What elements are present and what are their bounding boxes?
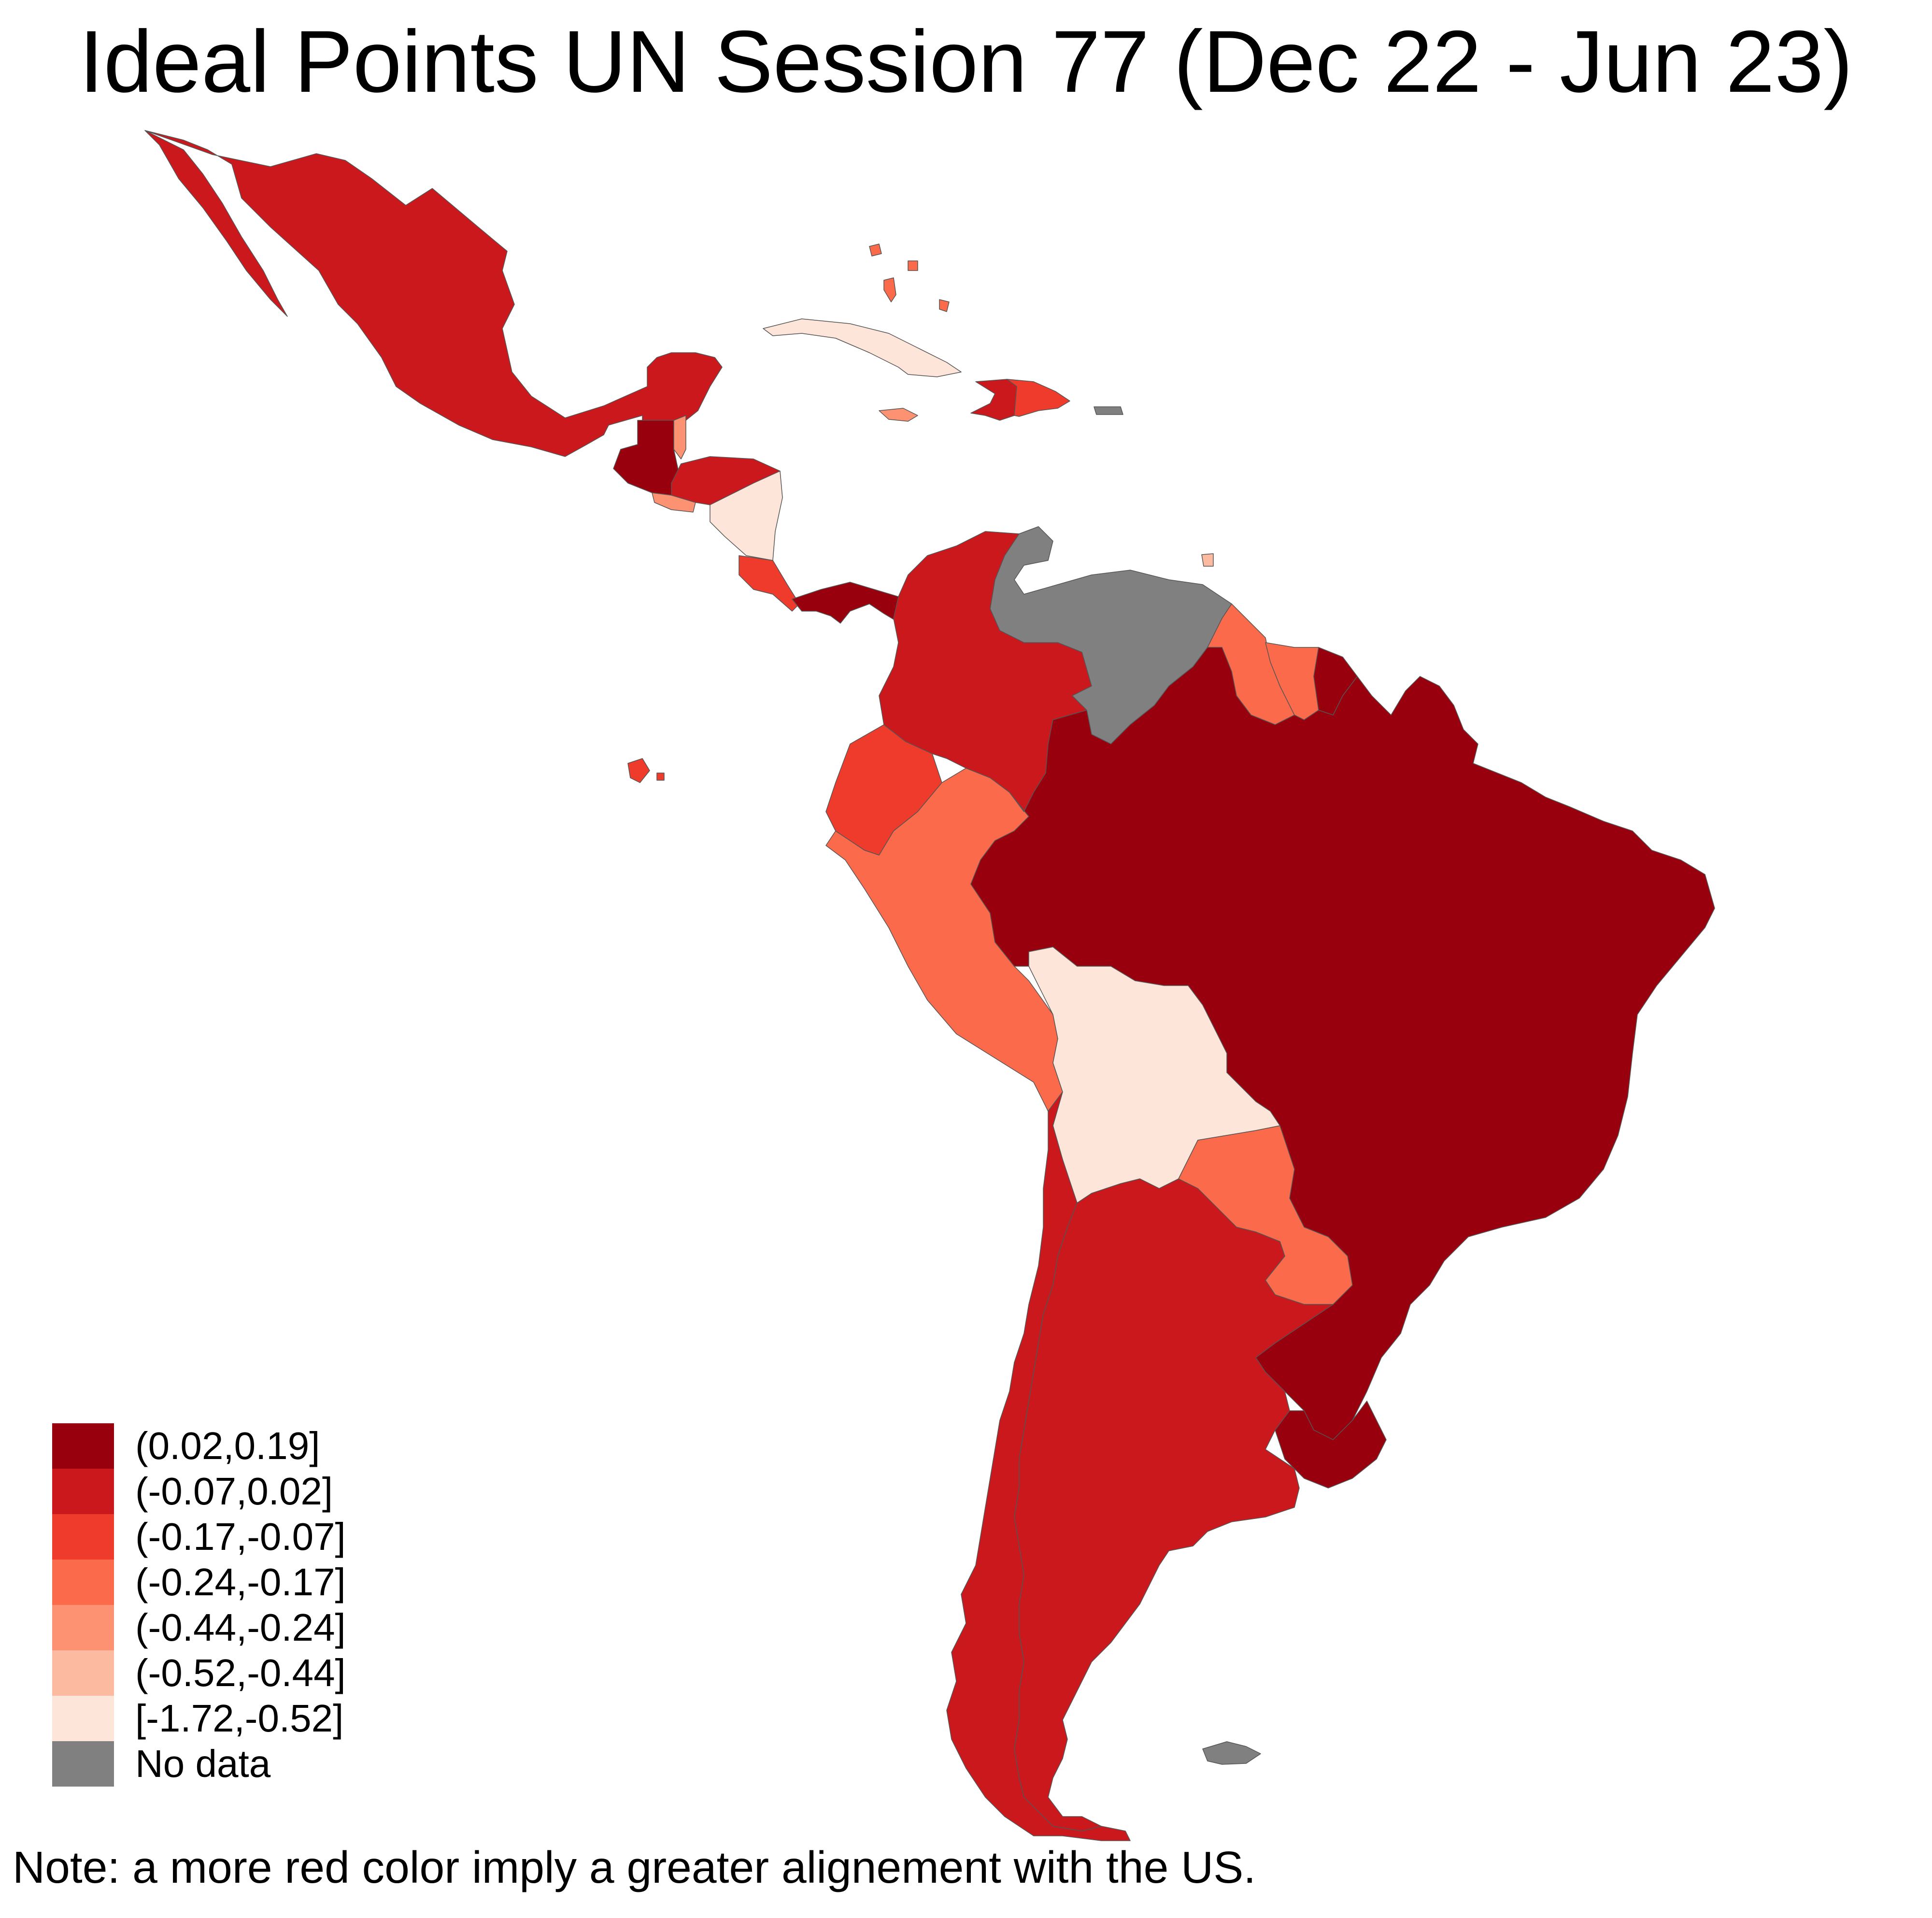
country-chile [946, 1091, 1131, 1841]
country-costa-rica [739, 555, 800, 612]
country-panama [792, 582, 906, 624]
country-falkland-islands [1202, 1741, 1261, 1765]
country-jamaica [879, 408, 918, 422]
country-belize [673, 415, 686, 459]
legend-swatch [52, 1423, 114, 1469]
legend-swatch [52, 1650, 114, 1696]
legend-label: [-1.72,-0.52] [135, 1697, 344, 1740]
legend-swatch [52, 1469, 114, 1514]
country-guatemala [613, 420, 682, 496]
legend-label: No data [135, 1742, 271, 1785]
legend-swatch [52, 1741, 114, 1787]
country-ecuador-galapagos [627, 758, 665, 783]
country-haiti [970, 379, 1017, 421]
legend-swatch [52, 1605, 114, 1650]
legend-label: (-0.07,0.02] [135, 1470, 333, 1513]
country-puerto-rico [1094, 406, 1123, 415]
legend-swatch [52, 1514, 114, 1560]
country-cuba [763, 318, 962, 377]
legend-label: (-0.24,-0.17] [135, 1560, 346, 1603]
country-bahamas [869, 243, 950, 312]
country-uruguay [1275, 1401, 1387, 1489]
country-trinidad-and-tobago [1201, 553, 1214, 567]
country-nicaragua [710, 471, 783, 561]
map-note: Note: a more red color imply a greater a… [13, 1842, 1256, 1892]
legend-swatch [52, 1560, 114, 1605]
legend-label: (-0.44,-0.24] [135, 1606, 346, 1649]
legend-label: (-0.17,-0.07] [135, 1515, 346, 1558]
legend-label: (0.02,0.19] [135, 1424, 320, 1467]
country-mexico [144, 130, 723, 457]
map-title: Ideal Points UN Session 77 (Dec 22 - Jun… [79, 12, 1853, 111]
legend-label: (-0.52,-0.44] [135, 1651, 346, 1694]
country-dominican-republic [1007, 379, 1070, 417]
legend-swatch [52, 1696, 114, 1741]
